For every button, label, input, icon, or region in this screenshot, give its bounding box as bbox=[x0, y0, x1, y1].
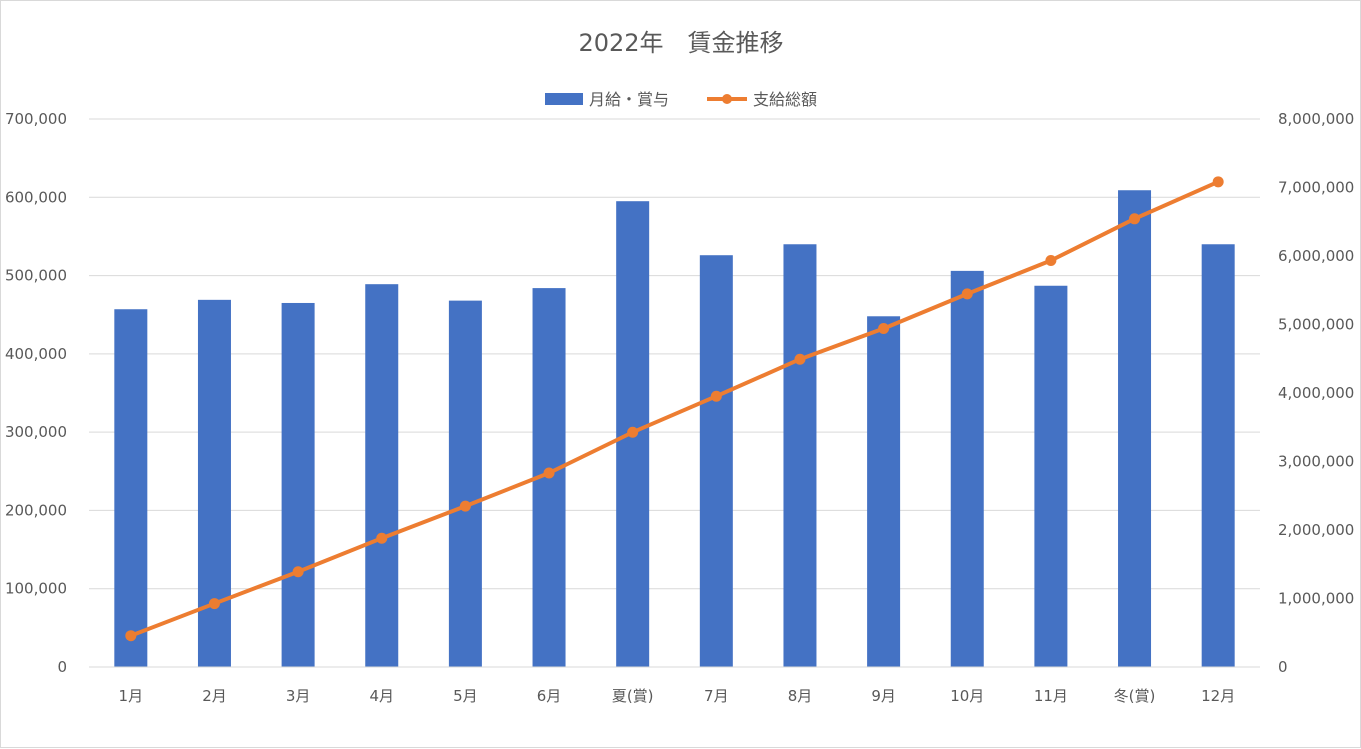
x-tick-label: 夏(賞) bbox=[612, 687, 654, 705]
x-tick-label: 9月 bbox=[871, 687, 896, 705]
x-tick-label: 1月 bbox=[119, 687, 144, 705]
y-right-axis: 0 1,000,000 2,000,000 3,000,000 4,000,000 5,0… bbox=[1278, 110, 1354, 676]
x-tick-label: 6月 bbox=[537, 687, 562, 705]
bar bbox=[783, 244, 817, 667]
x-tick-label: 7月 bbox=[704, 687, 729, 705]
line-point bbox=[1045, 255, 1057, 267]
line-point bbox=[459, 500, 471, 512]
y-left-tick-label: 600,000 bbox=[5, 188, 67, 206]
x-axis: 1月 2月 3月 4月 5月 6月 夏(賞) 7月 8月 9月 10月 11月 冬(賞) 12月 bbox=[89, 666, 1260, 705]
line-point bbox=[1212, 176, 1224, 188]
bar bbox=[699, 255, 733, 667]
bar bbox=[1034, 285, 1068, 667]
line-point bbox=[376, 532, 388, 544]
x-tick-label: 2月 bbox=[202, 687, 227, 705]
series-line bbox=[130, 179, 1219, 638]
bar bbox=[1201, 244, 1235, 667]
y-right-tick-label: 8,000,000 bbox=[1278, 110, 1354, 128]
y-right-tick-label: 2,000,000 bbox=[1278, 521, 1354, 539]
y-left-tick-label: 0 bbox=[57, 658, 67, 676]
y-right-tick-label: 3,000,000 bbox=[1278, 453, 1354, 471]
y-left-tick-label: 700,000 bbox=[5, 110, 67, 128]
bar bbox=[197, 299, 231, 667]
x-tick-label: 冬(賞) bbox=[1114, 687, 1156, 705]
bar bbox=[1118, 190, 1152, 668]
legend-swatch-marker bbox=[722, 94, 732, 104]
line-point bbox=[1129, 213, 1141, 225]
line-series bbox=[125, 176, 1224, 642]
legend: 月給・賞与 支給総額 bbox=[545, 90, 817, 109]
x-tick-label: 5月 bbox=[453, 687, 478, 705]
bar bbox=[950, 270, 984, 667]
x-tick-label: 8月 bbox=[788, 687, 813, 705]
y-left-tick-label: 400,000 bbox=[5, 345, 67, 363]
line-point bbox=[961, 288, 973, 300]
line-point bbox=[878, 323, 890, 335]
y-left-tick-label: 200,000 bbox=[5, 501, 67, 519]
y-right-tick-label: 0 bbox=[1278, 658, 1288, 676]
legend-swatch-bar bbox=[545, 93, 583, 105]
line-point bbox=[794, 353, 806, 365]
y-left-tick-label: 100,000 bbox=[5, 580, 67, 598]
x-tick-label: 10月 bbox=[950, 687, 984, 705]
x-tick-label: 3月 bbox=[286, 687, 311, 705]
bar bbox=[365, 284, 399, 667]
bar bbox=[281, 302, 315, 667]
line-point bbox=[627, 426, 639, 438]
y-right-tick-label: 5,000,000 bbox=[1278, 316, 1354, 334]
legend-label-line: 支給総額 bbox=[753, 90, 817, 109]
legend-label-bar: 月給・賞与 bbox=[589, 90, 669, 109]
x-tick-label: 4月 bbox=[369, 687, 394, 705]
y-right-tick-label: 7,000,000 bbox=[1278, 179, 1354, 197]
line-point bbox=[543, 467, 555, 479]
y-right-tick-label: 4,000,000 bbox=[1278, 384, 1354, 402]
bar bbox=[114, 309, 148, 667]
y-left-tick-label: 300,000 bbox=[5, 423, 67, 441]
y-left-tick-label: 500,000 bbox=[5, 267, 67, 285]
line-point bbox=[208, 598, 220, 610]
line-point bbox=[292, 566, 304, 578]
bar bbox=[867, 316, 901, 667]
bar bbox=[448, 300, 482, 667]
line-point bbox=[710, 390, 722, 402]
y-right-tick-label: 6,000,000 bbox=[1278, 247, 1354, 265]
x-tick-label: 12月 bbox=[1201, 687, 1235, 705]
line-point bbox=[125, 630, 137, 642]
x-tick-label: 11月 bbox=[1034, 687, 1068, 705]
bar-series bbox=[114, 190, 1235, 668]
y-left-axis: 0 100,000 200,000 300,000 400,000 500,000 600,… bbox=[5, 110, 67, 676]
chart-title: 2022年 賃金推移 bbox=[578, 29, 783, 57]
y-right-tick-label: 1,000,000 bbox=[1278, 590, 1354, 608]
